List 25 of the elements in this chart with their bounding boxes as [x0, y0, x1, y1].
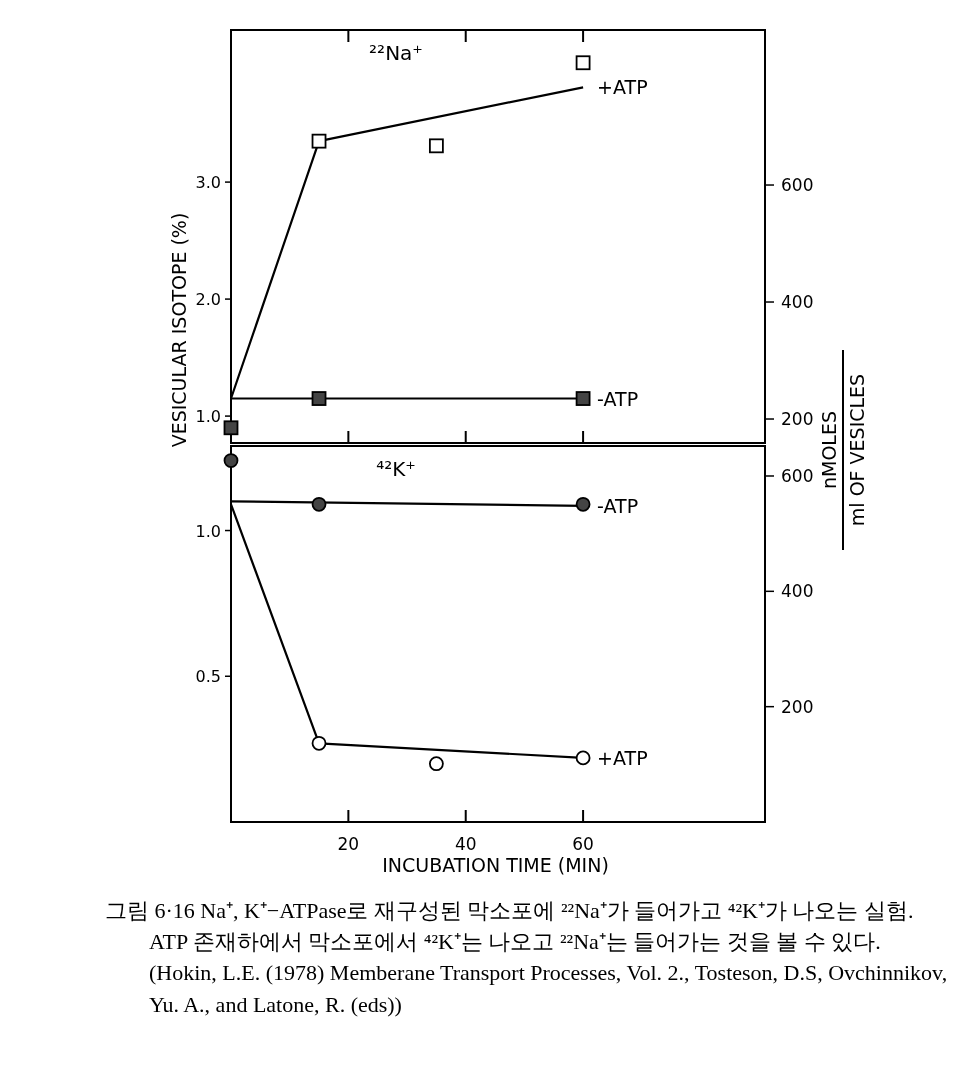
- x-tick-label: 40: [454, 834, 477, 854]
- y2-tick-label: 200: [781, 696, 814, 717]
- y-tick-label: 3.0: [195, 173, 221, 193]
- y-tick-label: 1.0: [195, 407, 221, 427]
- y-tick-label: 2.0: [195, 290, 221, 310]
- text: ²²Na⁺: [369, 41, 423, 65]
- y2-axis-title: nMOLES ml OF VESICLES: [818, 373, 868, 527]
- y2-tick-label: 600: [781, 175, 814, 196]
- series-label: -ATP: [597, 494, 639, 517]
- y2-tick-label: 600: [781, 465, 814, 486]
- x-tick-label: 20: [337, 834, 360, 854]
- x-tick-label: 60: [572, 834, 594, 854]
- text: ⁴²K⁺: [376, 457, 416, 481]
- y2-tick-label: 400: [781, 292, 814, 313]
- x-axis-title: INCUBATION TIME (MIN): [382, 854, 609, 876]
- series-label: +ATP: [597, 76, 648, 99]
- y-tick-label: 1.0: [195, 521, 221, 541]
- series-label: +ATP: [597, 746, 648, 769]
- series-label: -ATP: [597, 387, 639, 410]
- caption: 그림 6·16 Na⁺, K⁺−ATPase로 재구성된 막소포에 ²²Na⁺가 들어가고 ⁴²K⁺가 나오는 실험.: [105, 897, 915, 925]
- y2-tick-label: 200: [781, 409, 814, 430]
- y2-tick-label: 400: [781, 581, 814, 602]
- y-axis-title: VESICULAR ISOTOPE (%): [168, 212, 190, 448]
- text: ATP 존재하에서 막소포에서 ⁴²K⁺는 나오고 ²²Na⁺는 들어가는 것을 볼 수 있다. (Hokin, L.E. (1978) Memberane Transport Processes, Vol. 2., Tosteson, D.S, Ovchinnikov, Yu. A., and Latone, R. (eds)): [148, 928, 949, 1019]
- y-tick-label: 0.5: [195, 667, 221, 687]
